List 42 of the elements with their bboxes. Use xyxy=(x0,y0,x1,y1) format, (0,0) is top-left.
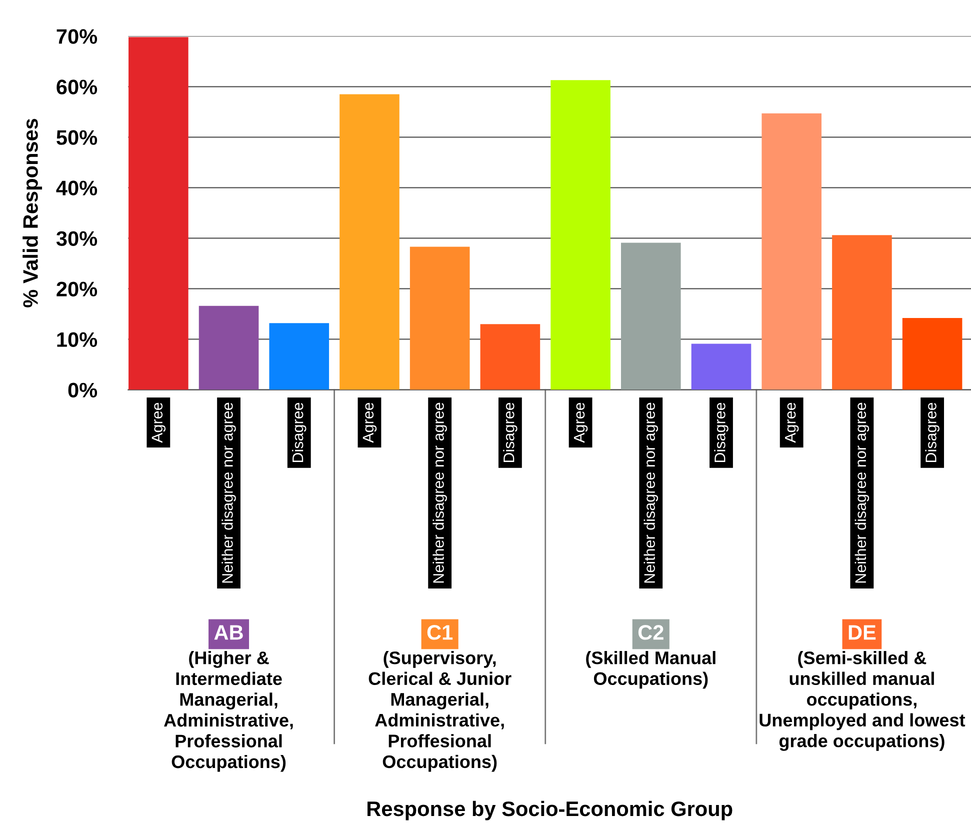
text: Response by Socio-Economic Group xyxy=(368,800,732,820)
text: DE xyxy=(848,625,876,640)
bar xyxy=(902,318,962,390)
x-tick-label: Neither disagree nor agree xyxy=(222,402,236,583)
text: (Higher & Intermediate Managerial, Administrative, Professional Occupations) xyxy=(164,651,293,772)
y-tick-label: 10% xyxy=(57,332,98,347)
y-tick-label: 50% xyxy=(56,130,98,145)
y-tick-label: 60% xyxy=(56,80,98,94)
x-tick-label: Agree xyxy=(574,402,588,443)
x-tick-label: Agree xyxy=(785,402,799,443)
bar xyxy=(269,323,330,390)
x-tick-label: Neither disagree nor agree xyxy=(854,402,870,583)
bar xyxy=(480,324,540,390)
x-tick-label: Disagree xyxy=(292,402,306,462)
x-tick-label: Neither disagree nor agree xyxy=(432,402,447,583)
text: AB xyxy=(214,625,243,640)
x-tick-label: Neither disagree nor agree xyxy=(644,402,658,583)
text: C2 xyxy=(638,625,664,640)
bar xyxy=(691,344,752,390)
y-tick-label: 30% xyxy=(56,231,98,246)
x-tick-label: Agree xyxy=(362,402,377,443)
bar xyxy=(410,246,470,390)
y-axis-title: % Valid Responses xyxy=(22,118,42,308)
y-tick-label: 0% xyxy=(68,382,98,398)
bar xyxy=(340,94,400,390)
bar xyxy=(620,242,681,390)
bar xyxy=(550,80,610,390)
x-tick-label: Disagree xyxy=(714,402,728,462)
y-tick-label: 70% xyxy=(56,29,98,44)
y-tick-label: 40% xyxy=(56,180,98,196)
text: C1 xyxy=(427,625,453,640)
text: (Skilled Manual Occupations) xyxy=(586,651,716,689)
x-tick-label: Disagree xyxy=(503,402,518,462)
text: (Semi-skilled & unskilled manual occupations, Unemployed and lowest grade occupations) xyxy=(760,651,966,751)
bar xyxy=(198,306,259,390)
text: (Supervisory, Clerical & Junior Managerial, Administrative, Proffesional Occupations) xyxy=(368,651,512,772)
x-tick-label: Disagree xyxy=(925,402,940,462)
bar xyxy=(832,235,892,390)
bar xyxy=(128,37,188,390)
x-tick-label: Agree xyxy=(152,402,166,443)
y-tick-label: 20% xyxy=(56,282,98,296)
bar xyxy=(762,113,822,390)
